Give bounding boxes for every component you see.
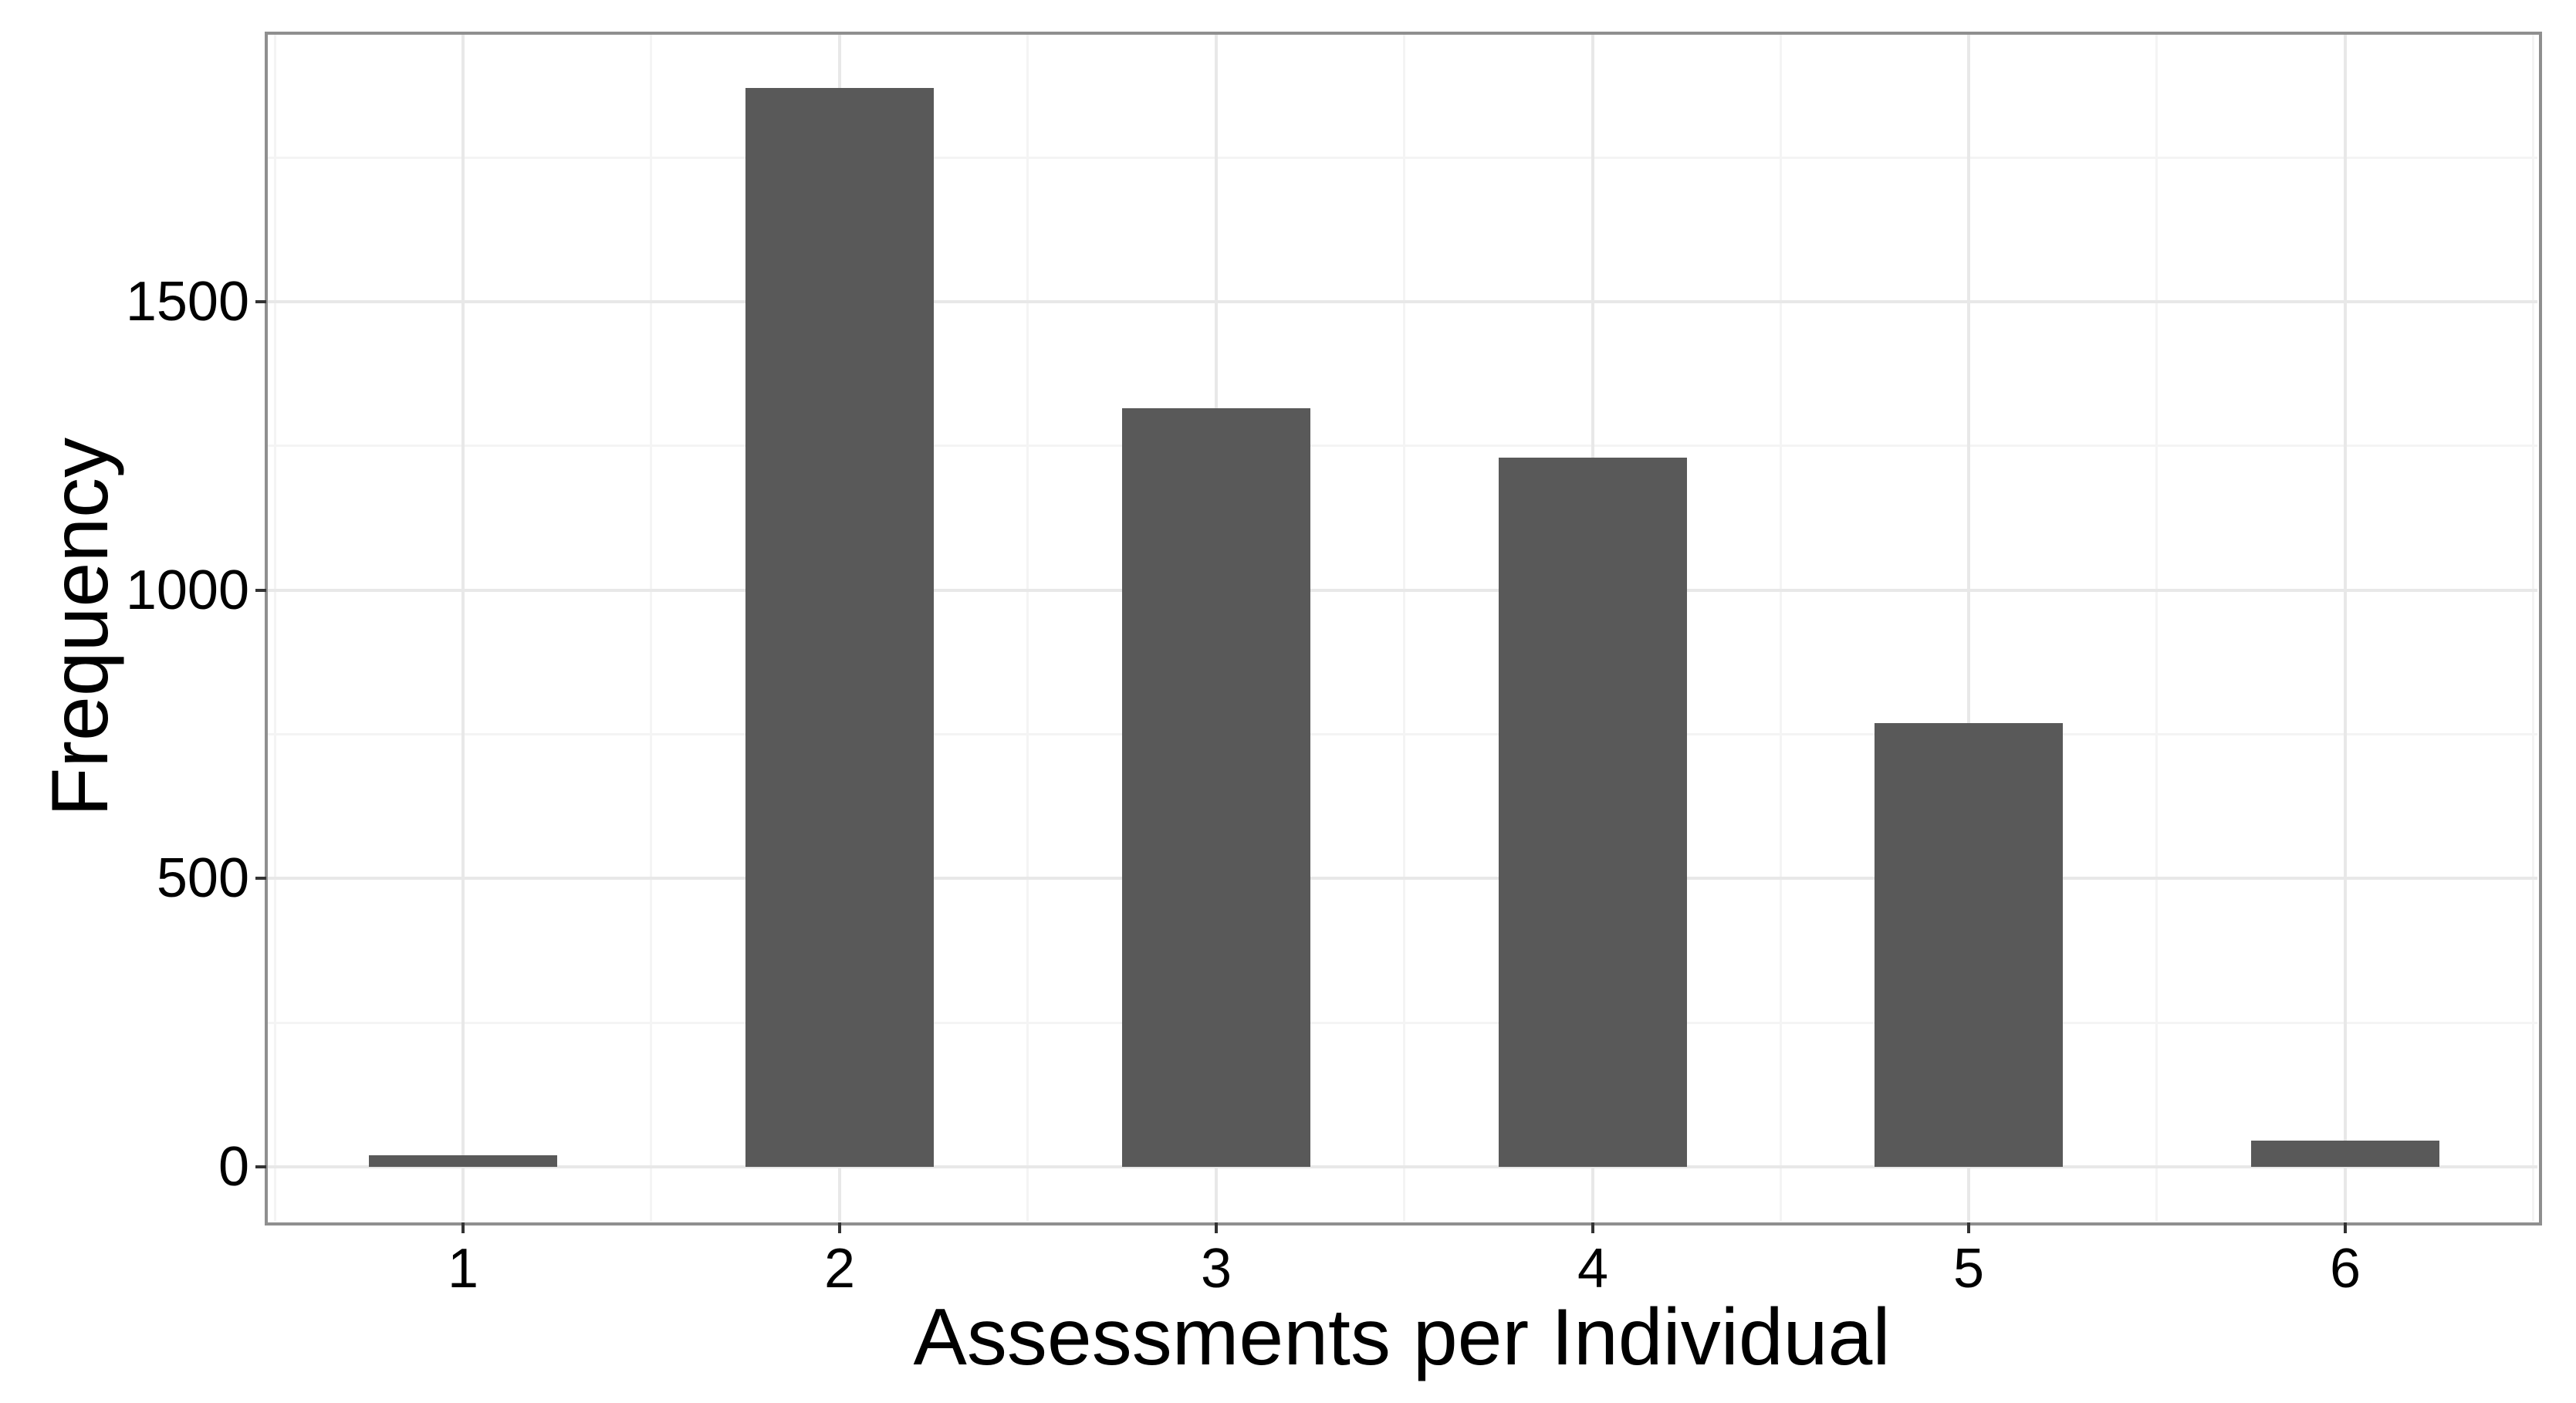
y-tick-label: 500 xyxy=(156,847,249,910)
x-minor-gridline xyxy=(2155,33,2158,1221)
y-tick-label: 1000 xyxy=(125,559,249,621)
x-minor-gridline xyxy=(273,33,276,1221)
y-tick-mark xyxy=(255,877,266,881)
x-minor-gridline xyxy=(1403,33,1406,1221)
y-tick-mark xyxy=(255,300,266,303)
x-major-gridline xyxy=(461,33,465,1221)
x-tick-label: 4 xyxy=(1577,1238,1609,1300)
x-tick-label: 3 xyxy=(1200,1238,1232,1300)
y-minor-gridline xyxy=(266,1021,2537,1024)
x-minor-gridline xyxy=(1026,33,1029,1221)
bar-category-1 xyxy=(369,1155,557,1167)
x-tick-label: 6 xyxy=(2329,1238,2361,1300)
x-tick-mark xyxy=(1215,1222,1218,1233)
x-axis-title: Assessments per Individual xyxy=(913,1293,1891,1382)
x-tick-label: 1 xyxy=(447,1238,479,1300)
x-tick-mark xyxy=(1967,1222,1970,1233)
bar-category-2 xyxy=(745,88,934,1167)
y-axis-title: Frequency xyxy=(35,437,125,817)
y-major-gridline xyxy=(266,588,2537,592)
bar-category-5 xyxy=(1875,722,2063,1167)
x-tick-mark xyxy=(838,1222,841,1233)
x-minor-gridline xyxy=(2532,33,2535,1221)
bar-category-4 xyxy=(1499,457,1687,1167)
y-tick-label: 0 xyxy=(218,1136,249,1198)
y-tick-mark xyxy=(255,1165,266,1168)
x-tick-mark xyxy=(1591,1222,1594,1233)
y-tick-mark xyxy=(255,588,266,592)
y-minor-gridline xyxy=(266,445,2537,448)
x-minor-gridline xyxy=(650,33,653,1221)
x-tick-mark xyxy=(461,1222,465,1233)
y-minor-gridline xyxy=(266,156,2537,159)
x-major-gridline xyxy=(2344,33,2347,1221)
bar-category-6 xyxy=(2251,1141,2439,1167)
x-tick-label: 5 xyxy=(1952,1238,1985,1300)
y-major-gridline xyxy=(266,300,2537,303)
x-tick-label: 2 xyxy=(823,1238,856,1300)
x-minor-gridline xyxy=(1780,33,1783,1221)
x-tick-mark xyxy=(2344,1222,2347,1233)
y-tick-label: 1500 xyxy=(125,271,249,333)
y-major-gridline xyxy=(266,877,2537,881)
bar-category-3 xyxy=(1122,408,1310,1167)
y-minor-gridline xyxy=(266,733,2537,735)
y-major-gridline xyxy=(266,1165,2537,1168)
x-major-gridline xyxy=(1967,33,1970,1221)
